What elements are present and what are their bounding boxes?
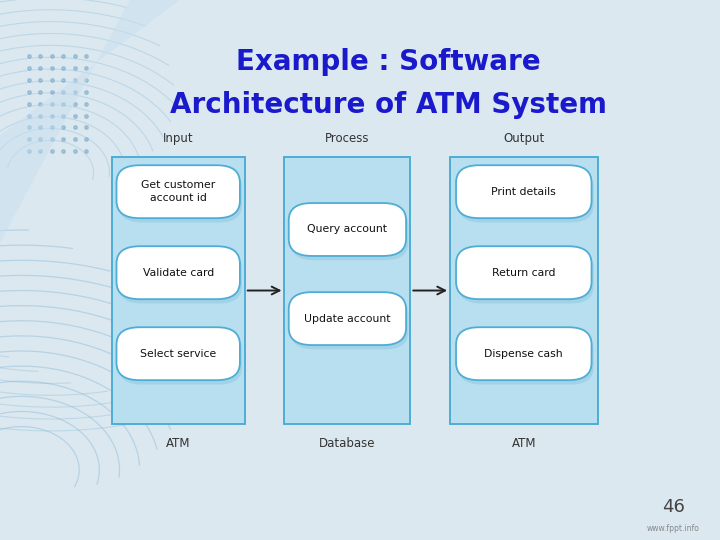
FancyBboxPatch shape <box>119 251 242 303</box>
Text: Architecture of ATM System: Architecture of ATM System <box>171 91 607 119</box>
FancyBboxPatch shape <box>289 203 406 256</box>
Text: Query account: Query account <box>307 225 387 234</box>
Text: Output: Output <box>503 132 544 145</box>
Text: Update account: Update account <box>304 314 391 323</box>
Text: Print details: Print details <box>492 187 556 197</box>
FancyBboxPatch shape <box>289 292 406 345</box>
Polygon shape <box>0 0 180 243</box>
Text: Process: Process <box>325 132 369 145</box>
FancyBboxPatch shape <box>117 165 240 218</box>
FancyBboxPatch shape <box>456 165 592 218</box>
FancyBboxPatch shape <box>112 157 245 424</box>
Text: ATM: ATM <box>511 437 536 450</box>
FancyBboxPatch shape <box>458 170 594 222</box>
FancyBboxPatch shape <box>456 327 592 380</box>
FancyBboxPatch shape <box>458 251 594 303</box>
Text: Input: Input <box>163 132 194 145</box>
FancyBboxPatch shape <box>117 327 240 380</box>
FancyBboxPatch shape <box>117 246 240 299</box>
Text: Database: Database <box>319 437 376 450</box>
FancyBboxPatch shape <box>119 170 242 222</box>
Text: Return card: Return card <box>492 268 556 278</box>
FancyBboxPatch shape <box>119 332 242 384</box>
FancyBboxPatch shape <box>458 332 594 384</box>
Text: www.fppt.info: www.fppt.info <box>647 524 700 532</box>
FancyBboxPatch shape <box>456 246 592 299</box>
Text: Example : Software: Example : Software <box>236 48 541 76</box>
Text: Dispense cash: Dispense cash <box>485 349 563 359</box>
Text: Get customer
account id: Get customer account id <box>141 180 215 203</box>
FancyBboxPatch shape <box>291 296 408 349</box>
FancyBboxPatch shape <box>291 207 408 260</box>
FancyBboxPatch shape <box>284 157 410 424</box>
Text: Select service: Select service <box>140 349 216 359</box>
FancyBboxPatch shape <box>450 157 598 424</box>
Text: 46: 46 <box>662 497 685 516</box>
Text: ATM: ATM <box>166 437 191 450</box>
Text: Validate card: Validate card <box>143 268 214 278</box>
